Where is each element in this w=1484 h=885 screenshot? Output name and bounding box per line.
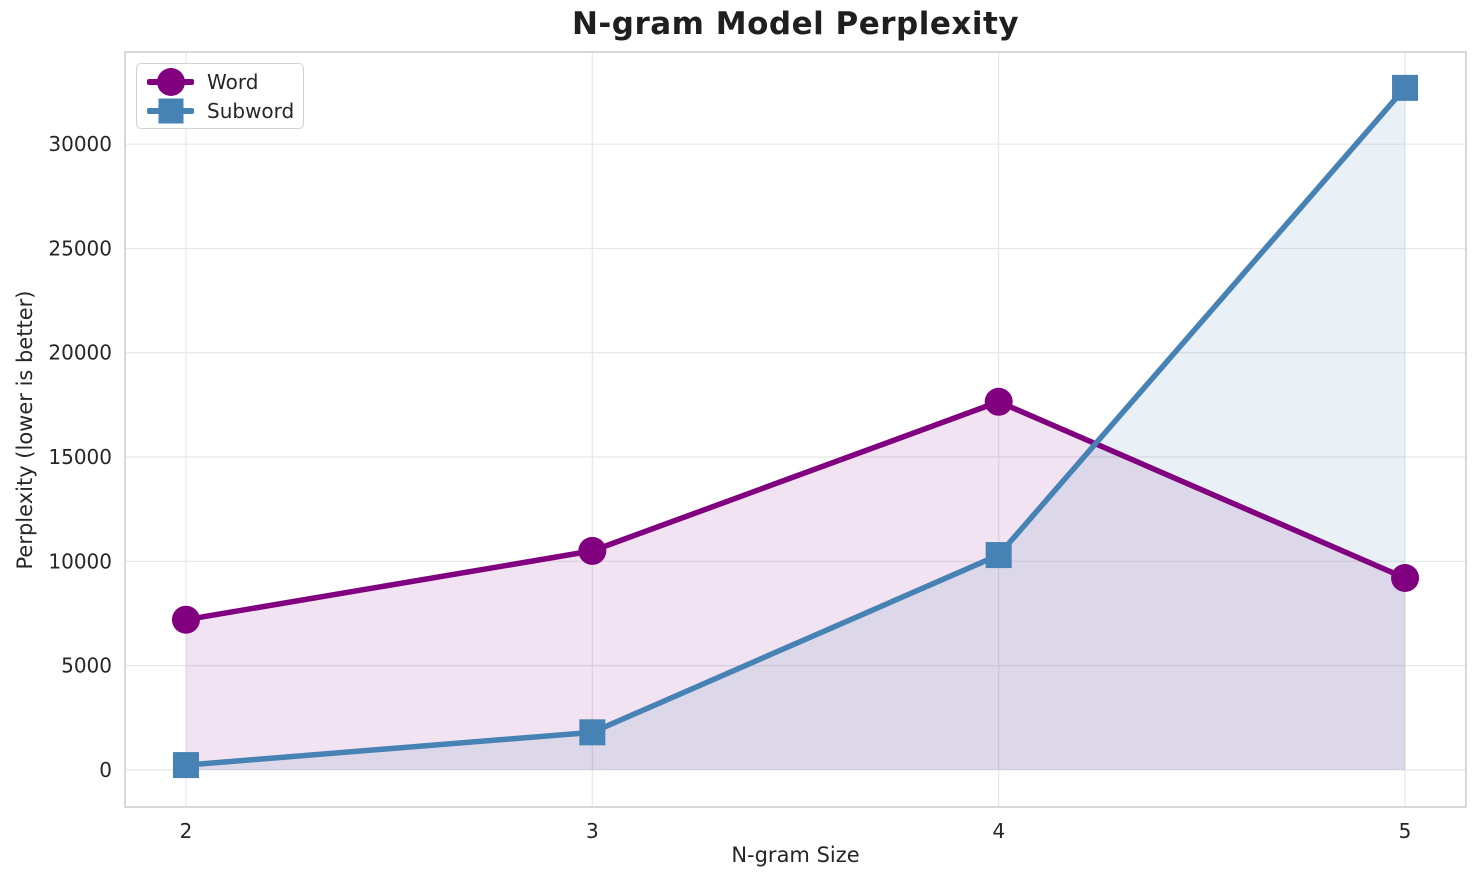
legend-item-subword: Subword	[147, 96, 295, 125]
subword-fill-area	[185, 87, 1406, 770]
x-axis-label: N-gram Size	[731, 843, 860, 867]
y-tick-label: 0	[99, 758, 112, 782]
subword-marker	[985, 542, 1012, 569]
word-fill-area	[185, 401, 1406, 770]
x-tick-label: 2	[180, 819, 193, 843]
word-legend-sample	[147, 67, 194, 96]
subword-square-marker-icon	[158, 98, 183, 123]
word-circle-marker-icon	[156, 67, 185, 96]
word-marker	[1391, 563, 1420, 592]
y-tick-label: 20000	[48, 341, 112, 365]
legend-label-word: Word	[207, 69, 259, 94]
subword-line	[183, 85, 1408, 768]
word-marker	[171, 605, 200, 634]
y-tick-label: 15000	[48, 445, 112, 469]
subword-marker	[1392, 74, 1419, 101]
plot-border	[124, 51, 1467, 808]
chart-title: N-gram Model Perplexity	[571, 6, 1020, 42]
x-tick-label: 3	[586, 819, 599, 843]
subword-legend-sample	[147, 97, 194, 125]
y-tick-label: 5000	[61, 654, 112, 678]
word-marker	[578, 536, 607, 565]
subword-marker	[172, 752, 199, 779]
legend: Word Subword	[136, 63, 304, 129]
y-tick-label: 25000	[48, 236, 112, 260]
subword-marker	[579, 719, 606, 746]
word-line	[183, 399, 1408, 623]
y-tick-label: 30000	[48, 132, 112, 156]
legend-item-word: Word	[147, 67, 293, 96]
x-tick-label: 4	[992, 819, 1005, 843]
word-marker	[984, 387, 1013, 416]
y-tick-label: 10000	[48, 549, 112, 573]
legend-label-subword: Subword	[207, 98, 295, 123]
x-tick-label: 5	[1399, 819, 1412, 843]
